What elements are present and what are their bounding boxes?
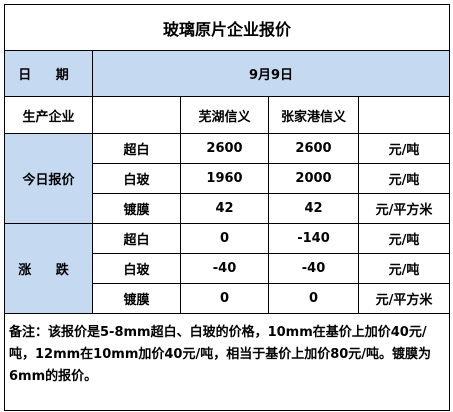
price: 2600 (268, 133, 359, 164)
note: 备注：该报价是5-8mm超白、白玻的价格，10mm在基价上加价40元/吨，12m… (3, 313, 451, 411)
unit: 元/吨 (357, 163, 451, 194)
item: 超白 (92, 223, 181, 254)
company-name: 芜湖信义 (180, 96, 269, 134)
price: 42 (180, 193, 269, 224)
title: 玻璃原片企业报价 (3, 4, 451, 51)
data-row: 涨 跌超白 0 -140 元/吨 (4, 223, 451, 314)
table-body: 玻璃原片企业报价 日 期 9月9日 生产企业 芜湖信义 张家港信义 今日报价 超白… (3, 4, 451, 411)
price: -140 (268, 223, 359, 254)
price: 1960 (180, 163, 269, 194)
empty-cell (92, 96, 181, 134)
item: 超白 (92, 133, 181, 164)
note-row: 备注：该报价是5-8mm超白、白玻的价格，10mm在基价上加价40元/吨，12m… (3, 313, 451, 411)
data-row: 白玻 1960 2000 元/吨 (5, 163, 451, 194)
item: 白玻 (92, 253, 181, 284)
price: 0 (180, 283, 269, 314)
unit: 元/平方米 (357, 283, 451, 314)
section-label: 今日报价 (4, 133, 93, 224)
price: -40 (180, 253, 269, 284)
price: -40 (268, 253, 359, 284)
price: 42 (268, 193, 359, 224)
item: 镀膜 (92, 283, 181, 314)
company-name: 张家港信义 (268, 96, 359, 134)
item: 镀膜 (92, 193, 181, 224)
unit: 元/吨 (357, 253, 451, 284)
price: 2000 (268, 163, 359, 194)
company-label: 生产企业 (4, 96, 93, 134)
date-label: 日 期 (4, 50, 93, 97)
price: 0 (180, 223, 269, 254)
price: 2600 (180, 133, 269, 164)
section-label: 涨 跌 (4, 223, 93, 314)
empty-cell (357, 96, 451, 134)
unit: 元/吨 (357, 133, 451, 164)
data-row: 白玻 -40 -40 元/吨 (5, 253, 451, 284)
unit: 元/吨 (357, 223, 451, 254)
date: 9月9日 (91, 50, 451, 97)
title-row: 玻璃原片企业报价 (3, 4, 451, 51)
price: 0 (268, 283, 359, 314)
unit: 元/平方米 (357, 193, 451, 224)
company-row: 生产企业 芜湖信义 张家港信义 (4, 96, 451, 134)
date-row: 日 期 9月9日 (4, 50, 451, 97)
price-table: 玻璃原片企业报价 日 期 9月9日 生产企业 芜湖信义 张家港信义 今日报价 超白… (3, 4, 451, 411)
data-row: 镀膜 42 42 元/平方米 (5, 193, 451, 224)
item: 白玻 (92, 163, 181, 194)
data-row: 今日报价 超白 2600 2600 元/吨 (4, 133, 451, 224)
